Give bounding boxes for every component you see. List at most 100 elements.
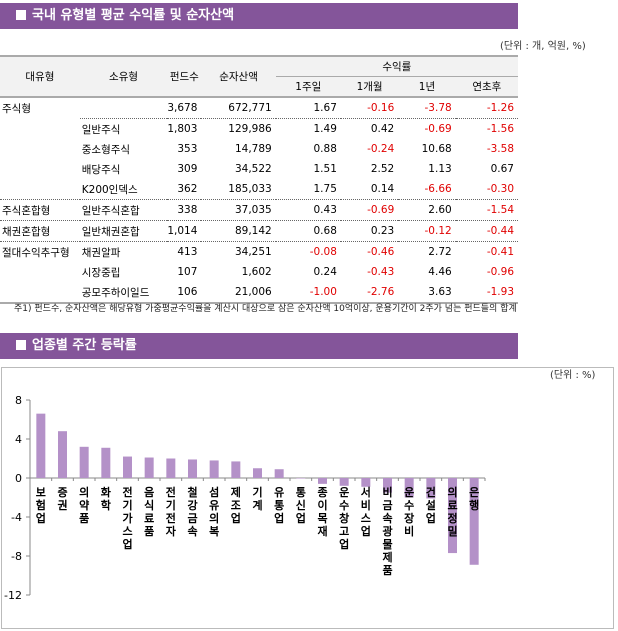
cell-y1: 10.68 (421, 143, 452, 155)
table-row: 배당주식 309 34,522 1.51 2.52 1.13 0.67 (0, 159, 518, 179)
cell-w1: 0.88 (313, 143, 337, 155)
table-title: 국내 유형별 평균 수익률 및 순자산액 (32, 8, 235, 23)
cell-ytd: -0.44 (455, 220, 518, 242)
table-row: 일반주식 1,803 129,986 1.49 0.42 -0.69 -1.56 (0, 119, 518, 140)
cell-w1: 0.24 (313, 266, 337, 278)
cell-minor: 일반주식혼합 (79, 199, 168, 221)
table-note: 주1) 펀드수, 순자산액은 해당유형 가중평균수익률을 계산시 대상으로 삼은… (14, 304, 517, 314)
y-tick-label: -8 (11, 550, 22, 563)
bar (231, 461, 241, 478)
cell-assets: 129,986 (228, 123, 272, 135)
bar (209, 460, 219, 478)
cell-w1: 1.51 (313, 163, 337, 175)
cell-ytd: -1.26 (455, 97, 518, 119)
cell-funds: 413 (177, 246, 198, 258)
cell-major: 주식혼합형 (0, 199, 80, 221)
bar (469, 478, 479, 565)
cell-ytd: -0.41 (486, 246, 514, 258)
cell-m1: 0.42 (370, 123, 395, 135)
table-row: K200인덱스 362 185,033 1.75 0.14 -6.66 -0.30 (0, 179, 518, 200)
bar (36, 413, 46, 478)
header-1y: 1년 (398, 76, 456, 97)
cell-w1: -1.00 (309, 286, 337, 298)
cell-w1: 1.67 (275, 97, 341, 119)
cell-minor: 일반주식 (81, 123, 121, 136)
cell-minor: 채권알파 (81, 246, 121, 259)
header-funds: 펀드수 (167, 56, 202, 97)
table-row: 공모주하이일드 106 21,006 -1.00 -2.76 3.63 -1.93 (0, 282, 518, 303)
cell-m1: -2.76 (367, 286, 395, 298)
cell-funds: 1,014 (167, 220, 202, 242)
y-tick-label: 8 (15, 394, 22, 407)
cell-ytd: 0.67 (490, 163, 514, 175)
cell-assets: 185,033 (201, 179, 276, 200)
bar (58, 431, 67, 478)
square-icon (16, 340, 26, 350)
bar (253, 468, 262, 478)
header-assets: 순자산액 (201, 56, 276, 97)
cell-m1: -0.24 (367, 143, 395, 155)
cell-w1: -0.08 (309, 246, 337, 258)
cell-m1: -0.43 (367, 266, 395, 278)
cell-assets: 21,006 (234, 286, 272, 298)
chart-title-bar: 업종별 주간 등락률 (0, 333, 518, 359)
bar (166, 458, 176, 478)
bar (274, 469, 284, 478)
bar (404, 478, 414, 498)
header-minor: 소유형 (79, 56, 168, 97)
cell-funds: 309 (177, 163, 198, 175)
cell-minor: 배당주식 (81, 163, 121, 176)
cell-funds: 1,803 (167, 123, 198, 135)
cell-y1: 4.46 (428, 266, 452, 278)
table-row: 채권혼합형 일반채권혼합 1,014 89,142 0.68 0.23 -0.12 -0.44 (0, 220, 518, 242)
bar (318, 478, 327, 484)
chart-title: 업종별 주간 등락률 (32, 338, 137, 353)
cell-minor: 일반채권혼합 (79, 220, 168, 242)
table-row: 절대수익추구형 채권알파 413 34,251 -0.08 -0.46 2.72 -0.41 (0, 242, 518, 263)
cell-ytd: -1.54 (455, 199, 518, 221)
cell-m1: 0.23 (340, 220, 399, 242)
cell-ytd: -0.30 (455, 179, 518, 200)
table-row: 주식혼합형 일반주식혼합 338 37,035 0.43 -0.69 2.60 -1.54 (0, 199, 518, 221)
cell-ytd: -1.93 (486, 286, 514, 298)
chart-unit: (단위 : %) (550, 370, 596, 381)
cell-minor: 시장중립 (81, 266, 121, 279)
table-title-bar: 국내 유형별 평균 수익률 및 순자산액 (0, 3, 518, 29)
table-row: 시장중립 107 1,602 0.24 -0.43 4.46 -0.96 (0, 262, 518, 282)
cell-assets: 14,789 (234, 143, 272, 155)
y-tick-label: 4 (15, 433, 22, 446)
cell-assets: 34,251 (234, 246, 272, 258)
cell-major: 채권혼합형 (0, 220, 80, 242)
cell-y1: -0.12 (398, 220, 456, 242)
header-1m: 1개월 (340, 76, 399, 97)
header-ytd: 연초후 (455, 76, 518, 97)
cell-ytd: -0.96 (486, 266, 514, 278)
y-tick-label: -4 (11, 511, 22, 524)
cell-assets: 1,602 (241, 266, 272, 278)
cell-y1: -6.66 (398, 179, 456, 200)
cell-major: 주식형 (2, 102, 31, 115)
cell-assets: 37,035 (201, 199, 276, 221)
cell-y1: 1.13 (428, 163, 452, 175)
cell-m1: 2.52 (370, 163, 395, 175)
header-returns: 수익률 (275, 56, 518, 77)
bar (101, 447, 111, 478)
cell-assets: 672,771 (201, 97, 276, 119)
